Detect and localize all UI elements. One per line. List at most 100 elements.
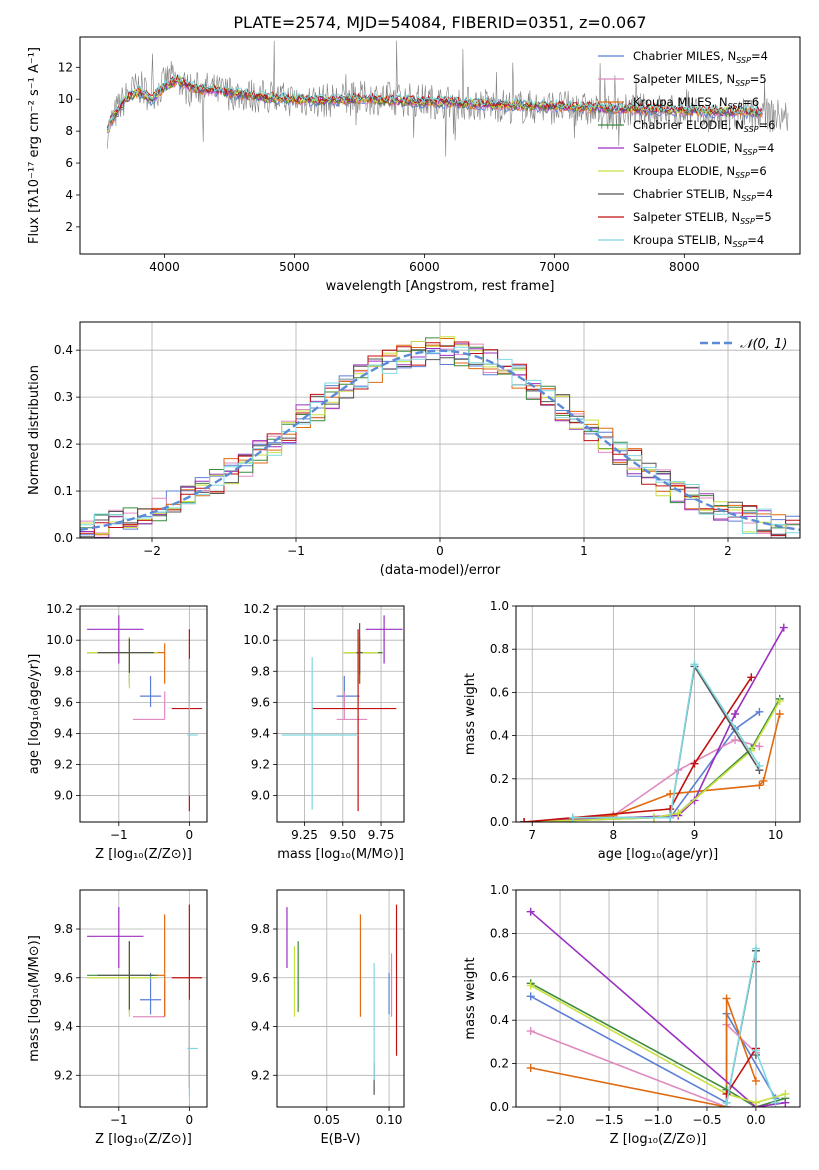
legend-nssp: =4 bbox=[751, 49, 768, 63]
y-tick-label: 9.6 bbox=[251, 971, 270, 985]
errorbar-point bbox=[187, 658, 198, 796]
errorbar-point bbox=[87, 637, 158, 684]
y-tick-label: 9.6 bbox=[54, 971, 73, 985]
x-tick-label: −1.5 bbox=[594, 1113, 623, 1127]
mass-weight-marker bbox=[751, 1076, 760, 1085]
y-tick-label: 9.0 bbox=[251, 789, 270, 803]
x-tick-label: −1 bbox=[110, 828, 128, 842]
y-tick-label: 0.4 bbox=[490, 729, 509, 743]
x-axis-label: Z [log₁₀(Z/Z⊙)] bbox=[95, 1132, 192, 1147]
mass-weight-marker bbox=[755, 761, 764, 770]
legend-nssp: =6 bbox=[742, 95, 759, 109]
mass-weight-marker bbox=[755, 781, 764, 790]
mass-weight-marker bbox=[731, 735, 740, 744]
y-tick-label: 1.0 bbox=[490, 883, 509, 897]
legend-entry: Salpeter STELIB, NSSP=5 bbox=[633, 210, 772, 226]
errorbar-point bbox=[342, 637, 378, 684]
axis-ticks: 9.25 9.50 9.75 9.0 9.2 9.4 9.6 9.8 10.0 10.2 bbox=[243, 602, 404, 842]
mass-weight-series bbox=[572, 662, 761, 819]
x-tick-label: −0.5 bbox=[692, 1113, 721, 1127]
y-tick-label: 9.8 bbox=[54, 922, 73, 936]
x-tick-label: 9 bbox=[691, 828, 699, 842]
y-tick-label: 9.2 bbox=[54, 1068, 73, 1082]
errorbar-point bbox=[154, 914, 166, 1017]
panel-mass_vs_ebv: 0.05 0.10 9.2 9.4 9.6 9.8 E(B-V) bbox=[251, 889, 405, 1147]
legend-subscript: SSP bbox=[744, 125, 759, 134]
legend-entry: Salpeter MILES, NSSP=5 bbox=[633, 72, 767, 88]
errorbar-point bbox=[344, 643, 383, 684]
histogram-series bbox=[80, 336, 800, 538]
y-tick-label: 0.4 bbox=[490, 1013, 509, 1027]
plot-area bbox=[526, 907, 790, 1107]
y-tick-label: 9.6 bbox=[54, 695, 73, 709]
figure-title: PLATE=2574, MJD=54084, FIBERID=0351, z=0… bbox=[233, 13, 646, 32]
legend-subscript: SSP bbox=[741, 194, 756, 203]
legend-subscript: SSP bbox=[743, 148, 758, 157]
x-tick-label: −1 bbox=[110, 1113, 128, 1127]
legend-subscript: SSP bbox=[735, 171, 750, 180]
errorbar-point bbox=[171, 904, 203, 1088]
axis-ticks: 0.05 0.10 9.2 9.4 9.6 9.8 bbox=[251, 890, 404, 1127]
panel-weight_vs_age: 7 8 9 10 0.0 0.2 0.4 0.6 0.8 1.0 age [log₁₀(age/yr… bbox=[463, 599, 801, 862]
x-tick-label: 5000 bbox=[279, 260, 310, 274]
legend-nssp: =4 bbox=[757, 141, 774, 155]
y-tick-label: 9.8 bbox=[251, 922, 270, 936]
legend-model-name: Chabrier STELIB, N bbox=[633, 187, 741, 201]
x-tick-label: 9.50 bbox=[329, 828, 356, 842]
errorbar-point bbox=[139, 675, 162, 708]
axes-frame bbox=[276, 889, 405, 1108]
legend-entry: Salpeter ELODIE, NSSP=4 bbox=[633, 141, 774, 157]
mass-weight-series bbox=[524, 713, 781, 822]
mass-weight-marker bbox=[690, 660, 699, 669]
legend-subscript: SSP bbox=[740, 217, 755, 226]
panel-residuals: −2 −1 0 1 2 0.0 0.1 0.2 0.3 0.4 (data-model)/error… bbox=[27, 321, 801, 578]
y-tick-label: 9.2 bbox=[54, 758, 73, 772]
y-tick-label: 0.4 bbox=[54, 343, 73, 357]
x-tick-label: 9.25 bbox=[291, 828, 318, 842]
mass-weight-series bbox=[524, 700, 781, 822]
mass-weight-series bbox=[524, 698, 781, 822]
panel-weight_vs_Z: −2.0 −1.5 −1.0 −0.5 0.0 0.0 0.2 0.4 0.6 0.8 1.0 Z [… bbox=[463, 883, 801, 1147]
errorbar-point bbox=[87, 637, 158, 689]
errorbar-point bbox=[312, 629, 397, 812]
y-axis-label: mass weight bbox=[463, 673, 478, 755]
legend-model-name: Kroupa ELODIE, N bbox=[633, 164, 735, 178]
y-tick-label: 0.0 bbox=[490, 815, 509, 829]
x-tick-label: 0 bbox=[186, 1113, 194, 1127]
y-tick-label: 12 bbox=[58, 60, 73, 74]
y-tick-label: 9.8 bbox=[54, 664, 73, 678]
legend-nssp: =6 bbox=[759, 118, 776, 132]
mass-weight-marker bbox=[779, 623, 788, 632]
errorbar-point bbox=[139, 972, 162, 1015]
y-tick-label: 4 bbox=[65, 188, 73, 202]
legend-model-name: Salpeter MILES, N bbox=[633, 72, 735, 86]
plot-area bbox=[281, 615, 403, 812]
model-spectrum bbox=[106, 73, 763, 133]
x-tick-label: 0.0 bbox=[746, 1113, 765, 1127]
mass-weight-marker bbox=[666, 789, 675, 798]
y-tick-label: 10 bbox=[58, 92, 73, 106]
legend-nssp: =4 bbox=[756, 187, 773, 201]
y-tick-label: 10.2 bbox=[46, 602, 73, 616]
y-tick-label: 9.2 bbox=[251, 758, 270, 772]
mass-weight-marker bbox=[781, 1098, 790, 1107]
legend-subscript: SSP bbox=[735, 79, 750, 88]
errorbar-point bbox=[87, 615, 144, 664]
mass-weight-marker bbox=[759, 776, 768, 785]
x-tick-label: −1.0 bbox=[643, 1113, 672, 1127]
axes-frame bbox=[79, 889, 208, 1108]
y-tick-label: 9.4 bbox=[54, 726, 73, 740]
y-tick-label: 0.8 bbox=[490, 926, 509, 940]
axes-frame bbox=[276, 605, 405, 823]
plot-area bbox=[80, 336, 800, 538]
legend-model-name: Salpeter STELIB, N bbox=[633, 210, 740, 224]
y-tick-label: 8 bbox=[65, 124, 73, 138]
legend-nssp: =6 bbox=[750, 164, 767, 178]
mass-weight-marker bbox=[526, 907, 535, 916]
errorbar-point bbox=[132, 980, 166, 1018]
x-tick-label: −1 bbox=[287, 544, 305, 558]
legend-subscript: SSP bbox=[736, 56, 751, 65]
errorbar-point bbox=[281, 657, 359, 810]
errorbar-point bbox=[336, 691, 368, 721]
